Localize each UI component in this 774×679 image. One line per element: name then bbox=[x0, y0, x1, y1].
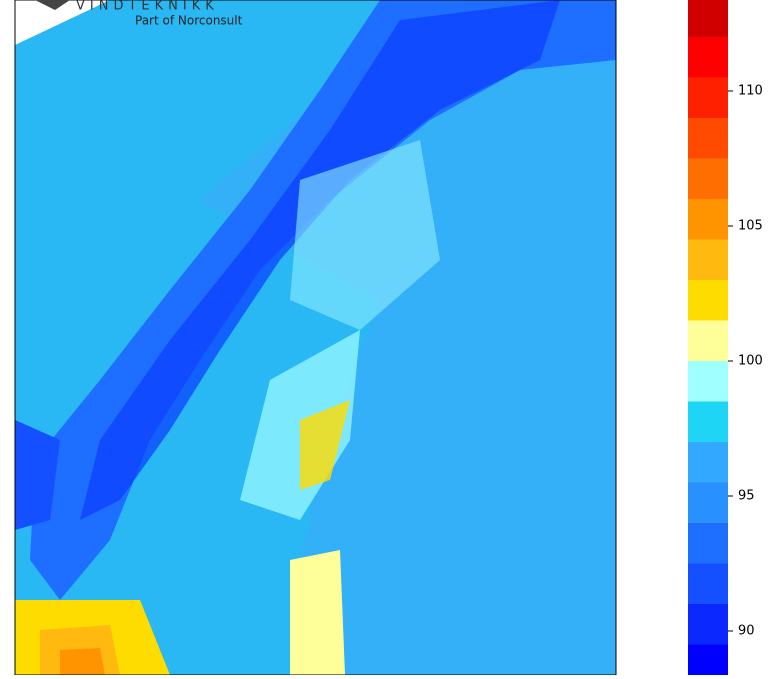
colorbar-band bbox=[688, 441, 728, 483]
colorbar-band bbox=[688, 360, 728, 402]
map: VINDTEKNIKK Part of Norconsult bbox=[14, 0, 617, 676]
colorbar-band bbox=[688, 0, 728, 37]
colorbar-band bbox=[688, 77, 728, 118]
colorbar-band bbox=[688, 320, 728, 361]
colorbar-band bbox=[688, 117, 728, 159]
colorbar-band bbox=[688, 522, 728, 564]
colorbar-band bbox=[688, 482, 728, 523]
colorbar-band bbox=[688, 401, 728, 442]
south-coast-peak bbox=[60, 648, 105, 675]
colorbar-band bbox=[688, 198, 728, 240]
coast-patch bbox=[290, 550, 345, 675]
colorbar: 90 95 100 105 110 bbox=[688, 0, 763, 679]
land-norway-mountains bbox=[30, 0, 616, 600]
tick-label: 100 bbox=[738, 353, 763, 368]
coast-patch bbox=[300, 400, 350, 490]
tick-label: 105 bbox=[738, 218, 763, 233]
inland-patch bbox=[290, 140, 440, 330]
map-corner bbox=[15, 0, 110, 45]
logo-mark bbox=[35, 0, 70, 10]
colorbar-band bbox=[688, 239, 728, 280]
colorbar-band bbox=[688, 603, 728, 645]
logo-tagline: Part of Norconsult bbox=[135, 14, 243, 28]
colorbar-band bbox=[688, 279, 728, 321]
logo-name: VINDTEKNIKK bbox=[76, 0, 219, 14]
tick-label: 110 bbox=[738, 83, 763, 98]
sea-patch bbox=[15, 420, 60, 530]
tick-label: 95 bbox=[738, 488, 755, 503]
colorbar-band bbox=[688, 563, 728, 604]
colorbar-band bbox=[688, 36, 728, 78]
colorbar-band bbox=[688, 158, 728, 199]
land-norway-high bbox=[80, 0, 560, 520]
tick-label: 90 bbox=[738, 623, 755, 638]
colorbar-band bbox=[688, 644, 728, 679]
